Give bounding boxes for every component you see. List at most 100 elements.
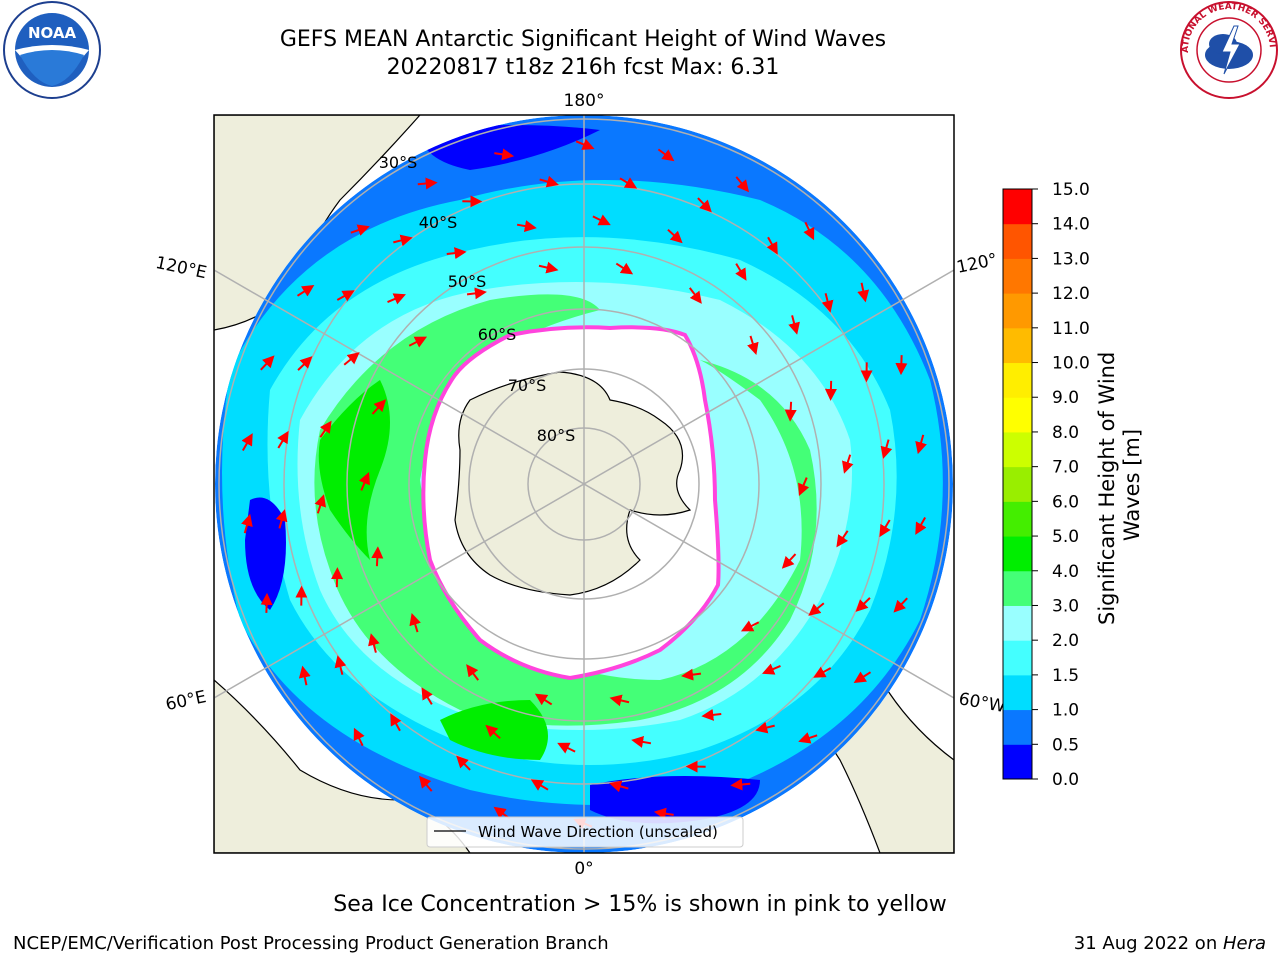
colorbar-segment [1003,223,1032,259]
lat-label-30s: 30°S [379,153,418,172]
lon-label-180: 180° [564,91,605,111]
colorbar-segment [1003,189,1032,225]
colorbar-tick-label: 6.0 [1052,492,1079,512]
wave-direction-arrow [350,224,370,236]
colorbar-tick-label: 11.0 [1052,319,1090,339]
wave-direction-arrow [879,519,891,538]
wave-direction-arrow [485,724,501,740]
nws-logo: NATIONAL WEATHER SERVICE [1178,0,1278,99]
wave-direction-arrow [798,732,818,744]
lat-label-40s: 40°S [419,213,458,232]
colorbar-segment [1003,570,1032,606]
colorbar-tick-label: 8.0 [1052,423,1079,443]
wave-direction-arrow [296,284,315,297]
wave-direction-arrow [297,356,313,371]
noaa-logo-text: NOAA [28,24,77,42]
colorbar-segment [1003,640,1032,676]
colorbar-segment [1003,536,1032,572]
wave-direction-arrow [784,401,797,422]
wave-direction-arrow [446,247,467,260]
wave-direction-arrow [592,214,611,226]
wave-direction-arrow [915,517,927,535]
wave-direction-arrow [319,420,332,438]
wave-direction-arrow [358,472,370,491]
colorbar-frame [1002,188,1033,780]
wave-direction-arrow [494,148,515,161]
lon-label-0: 0° [574,859,593,879]
lat-label-80s: 80°S [537,426,576,445]
wave-direction-arrow [798,477,810,496]
wave-direction-arrow [466,664,480,681]
colorbar: 0.0 0.5 1.0 1.5 2.0 3.0 4.0 5.0 6.0 7.0 8.0 9.0 10.0… [1002,180,1090,790]
wave-direction-arrow [808,602,825,616]
colorbar-segment [1003,674,1032,711]
wave-direction-arrow [557,742,576,754]
lat-label-70s: 70°S [508,376,547,395]
wave-direction-arrow [788,315,800,335]
wave-direction-arrow [609,780,629,793]
wave-direction-arrow [893,597,908,613]
wave-direction-arrow [575,138,595,150]
colorbar-tick-label: 14.0 [1052,215,1090,235]
lon-label-60w: 60°W [957,689,1007,717]
wave-direction-arrow [803,221,815,241]
wave-direction-arrow [534,693,553,706]
lon-label-120e: 120°E [154,253,209,283]
wave-direction-arrow [701,708,722,721]
wave-direction-arrow [853,671,872,684]
wave-direction-arrow [855,597,871,612]
wave-direction-arrow [368,633,380,653]
colorbar-segment [1003,397,1032,433]
wave-direction-arrow [766,236,778,255]
wave-direction-arrow [619,177,638,189]
wave-direction-arrow [390,713,402,732]
colorbar-segment [1003,501,1032,537]
wave-direction-arrow [688,287,702,304]
colorbar-label: Significant Height of Wind Waves [m] [1095,345,1144,625]
noaa-logo: NOAA [3,1,101,99]
colorbar-segment [1003,258,1032,294]
wave-direction-arrow [343,352,360,366]
wave-direction-arrow [371,546,384,567]
colorbar-tick-label: 3.0 [1052,596,1079,616]
wave-direction-arrow [653,807,674,820]
wave-direction-arrow [747,335,759,356]
colorbar-tick-label: 1.5 [1052,666,1079,686]
wave-direction-arrow [880,439,893,459]
wave-direction-arrow [615,262,634,275]
colorbar-segment [1003,293,1032,329]
date-line: 31 Aug 2022 on Hera [1074,933,1266,955]
credit-line: NCEP/EMC/Verification Post Processing Pr… [13,933,609,954]
wave-direction-arrow [260,355,275,371]
colorbar-segment [1003,466,1032,502]
wave-direction-arrow [836,530,849,548]
wave-direction-arrow [842,454,854,474]
wave-direction-arrow [516,220,537,232]
wave-direction-arrow [740,620,760,632]
wave-direction-arrow [409,612,421,633]
map-border [213,114,955,854]
wave-direction-arrow [735,176,750,193]
colorbar-tick-label: 10.0 [1052,354,1090,374]
wave-direction-arrow [298,665,311,686]
wave-direction-arrow [277,430,289,449]
wave-direction-arrow [609,694,630,707]
map-legend: Wind Wave Direction (unscaled) [426,816,744,848]
wave-direction-arrow [762,663,781,675]
colorbar-tick-label: 5.0 [1052,527,1079,547]
machine-name: Hera [1222,933,1266,954]
wave-direction-arrow [735,263,747,281]
wave-direction-arrow [241,513,253,534]
colorbar-tick-label: 1.0 [1052,701,1079,721]
wave-direction-arrow [755,721,775,734]
wave-direction-arrow [681,668,702,681]
chart-title: GEFS MEAN Antarctic Significant Height o… [279,27,887,52]
wave-direction-arrow [857,282,870,303]
wave-direction-arrow [408,336,428,348]
wave-direction-arrow [657,148,675,162]
wave-direction-arrow [336,290,355,302]
wave-direction-arrow [821,293,834,313]
colorbar-tick-label: 0.5 [1052,735,1079,755]
lat-label-60s: 60°S [478,325,517,344]
